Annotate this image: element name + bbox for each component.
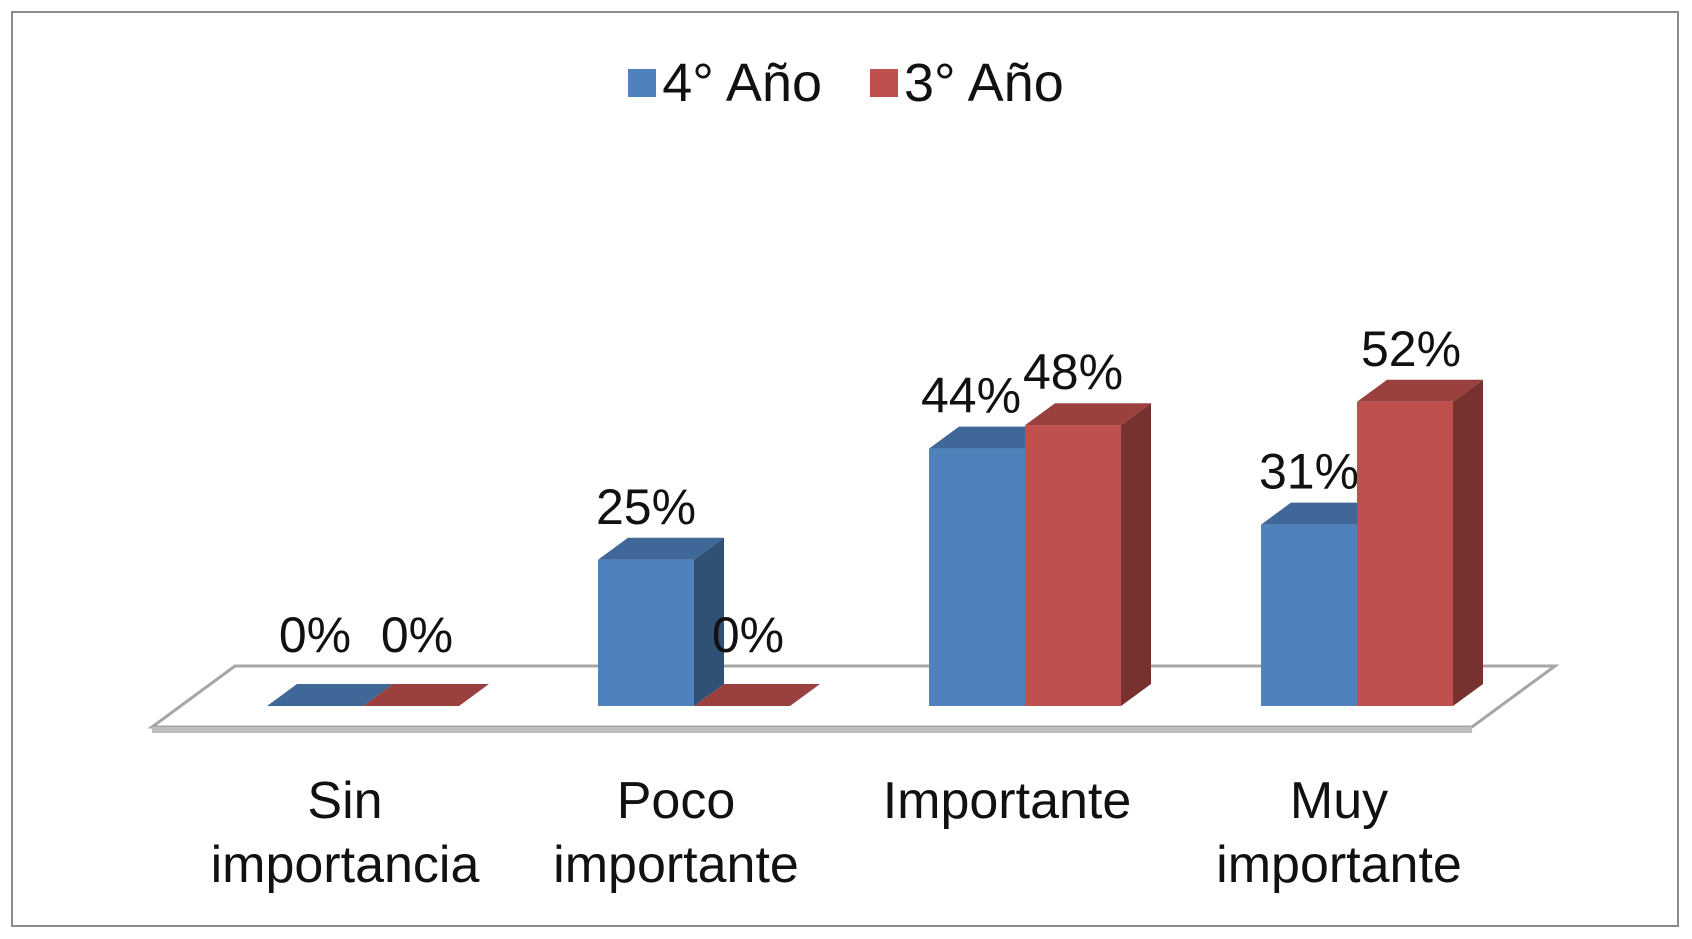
data-label-cat-1-series-2: 0% [381, 607, 453, 663]
data-label-cat-1-series-1: 0% [279, 607, 351, 663]
chart-floor-edge [152, 727, 1472, 733]
bar-cat-3-series-1 [929, 448, 1025, 706]
bar-cat-4-series-2 [1357, 401, 1453, 706]
bar-top-cat-3-series-2 [1025, 403, 1151, 426]
bar-cat-4-series-1 [1261, 524, 1357, 706]
data-label-cat-4-series-2: 52% [1361, 321, 1461, 377]
category-label-2-line-2: importante [553, 836, 799, 894]
bar-top-cat-1-series-1 [267, 684, 393, 706]
data-label-cat-4-series-1: 31% [1259, 444, 1359, 500]
bar-side-cat-3-series-2 [1121, 403, 1151, 706]
legend-item-series-2: 3° Año [870, 52, 1064, 114]
legend-item-series-1: 4° Año [628, 52, 822, 114]
category-label-1-line-2: importancia [211, 836, 480, 894]
data-label-cat-3-series-1: 44% [921, 368, 1021, 424]
data-label-cat-2-series-2: 0% [712, 607, 784, 663]
category-label-4-line-1: Muy [1290, 772, 1388, 830]
category-label-2-line-1: Poco [617, 772, 736, 830]
bar-cat-3-series-2 [1025, 425, 1121, 706]
legend-swatch-series-2 [870, 69, 898, 97]
legend-label-series-2: 3° Año [904, 53, 1064, 113]
bar-top-cat-4-series-2 [1357, 379, 1483, 402]
legend-label-series-1: 4° Año [662, 53, 822, 113]
legend: 4° Año 3° Año [0, 52, 1692, 114]
category-label-4-line-2: importante [1216, 836, 1462, 894]
bar-top-cat-2-series-2 [694, 684, 820, 706]
category-label-3-line-1: Importante [883, 772, 1132, 830]
category-label-1-line-1: Sin [307, 772, 382, 830]
bar-top-cat-1-series-2 [363, 684, 489, 706]
bar-cat-2-series-1 [598, 559, 694, 706]
legend-swatch-series-1 [628, 69, 657, 97]
bar-top-cat-2-series-1 [598, 537, 724, 560]
bar-side-cat-4-series-2 [1453, 379, 1483, 706]
data-label-cat-3-series-2: 48% [1023, 344, 1123, 400]
data-label-cat-2-series-1: 25% [596, 479, 696, 535]
bar-top-cat-3-series-1 [929, 426, 1055, 449]
bar-side-cat-2-series-1 [694, 537, 724, 706]
bar-top-cat-4-series-1 [1261, 502, 1387, 525]
